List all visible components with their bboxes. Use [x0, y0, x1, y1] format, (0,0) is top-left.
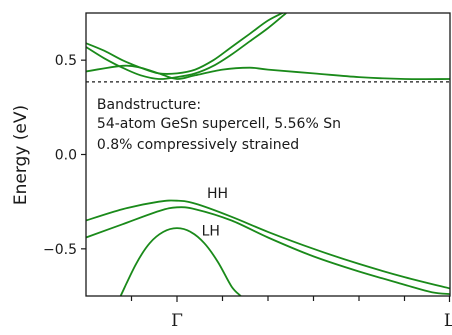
band-line-1: [86, 13, 285, 75]
plot-frame: [85, 12, 451, 297]
band-line-3: [86, 64, 450, 81]
x-tick-label: L: [444, 311, 452, 331]
y-axis-label: Energy (eV): [11, 105, 31, 205]
annotation-5: LH: [202, 224, 220, 240]
annotation-3: 0.8% compressively strained: [97, 137, 299, 153]
annotation-2: 54-atom GeSn supercell, 5.56% Sn: [97, 116, 341, 132]
band-line-6: [119, 227, 242, 296]
ticks-layer: [81, 59, 451, 302]
labels-layer: 0.5 0.0 −0.5 Γ L: [43, 53, 452, 331]
annotation-4: HH: [207, 186, 228, 202]
annotation-1: Bandstructure:: [97, 97, 201, 113]
y-tick-label: 0.5: [55, 53, 77, 69]
band-line-2: [86, 13, 287, 80]
y-tick-label: 0.0: [55, 148, 77, 164]
bands-layer: [86, 13, 450, 296]
x-tick-label: Γ: [171, 311, 183, 331]
band-line-5: [86, 206, 450, 295]
y-tick-label: −0.5: [43, 242, 77, 258]
annotations-layer: Bandstructure: 54-atom GeSn supercell, 5.…: [97, 97, 341, 239]
band-line-4: [86, 199, 450, 290]
